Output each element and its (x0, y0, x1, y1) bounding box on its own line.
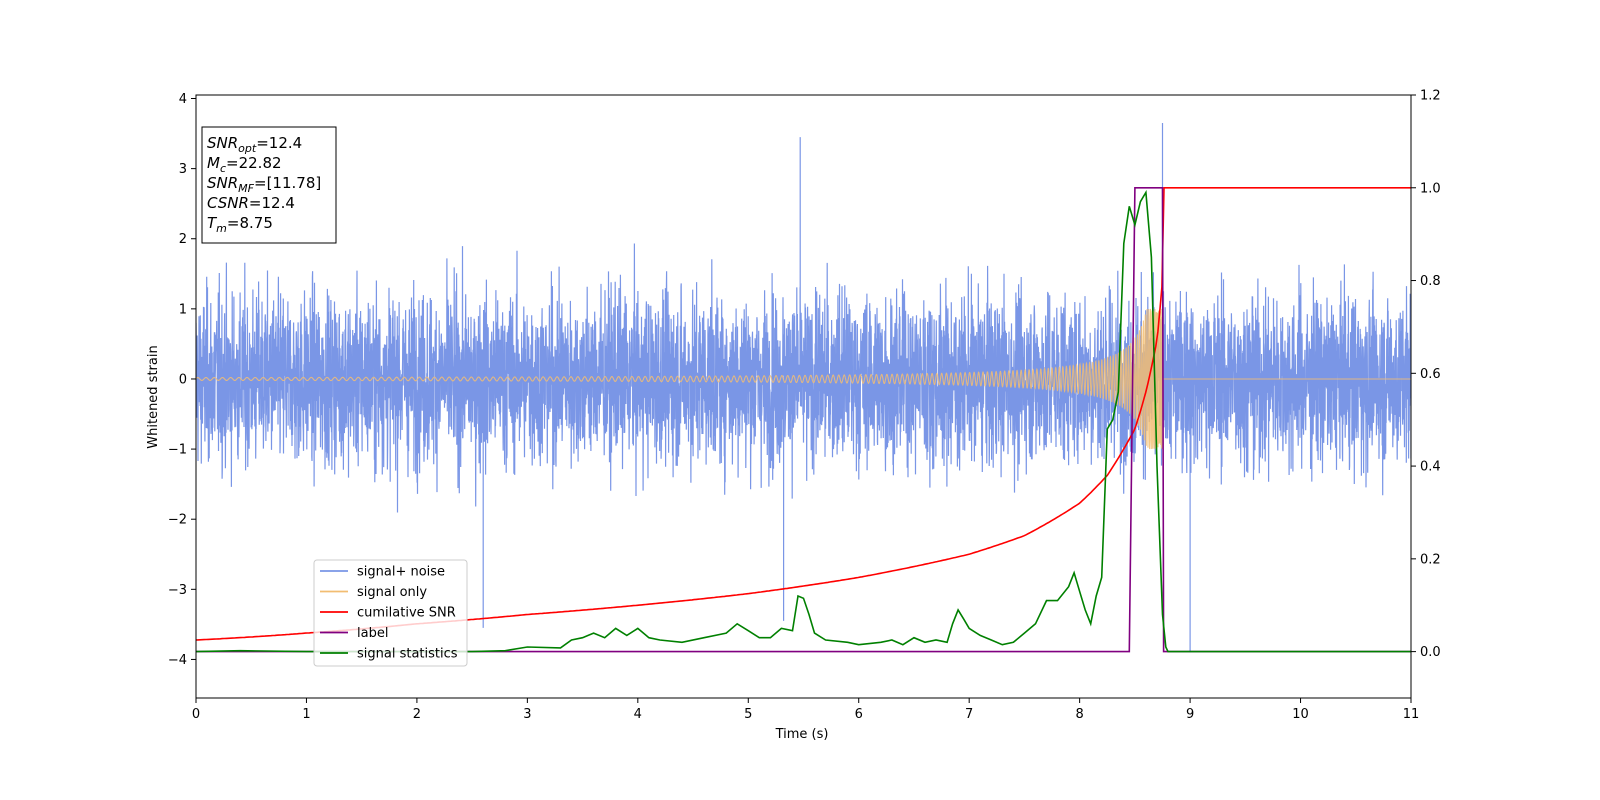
y-tick-label-right: 0.6 (1420, 367, 1441, 382)
legend-label: signal+ noise (357, 565, 445, 580)
legend: signal+ noise signal only cumilative SNR la… (313, 559, 468, 667)
info-box-line: Mc=22.82 (207, 154, 282, 175)
y-tick-label-right: 0.4 (1420, 460, 1441, 475)
y-tick-label-right: 0.0 (1420, 645, 1441, 660)
y-tick-label-right: 0.2 (1420, 552, 1441, 567)
info-box-frame (201, 126, 337, 244)
x-tick-label: 2 (413, 707, 421, 722)
x-tick-label: 10 (1292, 707, 1309, 722)
x-tick-label: 11 (1403, 707, 1420, 722)
y-tick-label-left: −3 (168, 583, 187, 598)
x-tick-label: 9 (1186, 707, 1194, 722)
y-tick-label-right: 1.0 (1420, 181, 1441, 196)
x-axis-label: Time (s) (775, 727, 829, 742)
x-tick-label: 8 (1075, 707, 1083, 722)
legend-box (313, 559, 468, 667)
y-tick-label-right: 1.2 (1420, 89, 1441, 104)
info-box-line: CSNR=12.4 (207, 194, 295, 212)
y-tick-label-left: 3 (179, 162, 187, 177)
info-box-line: Tm=8.75 (207, 214, 273, 235)
x-tick-label: 3 (523, 707, 531, 722)
info-box-line: SNRMF=[11.78] (207, 174, 321, 195)
y-tick-label-right: 0.8 (1420, 274, 1441, 289)
x-tick-label: 6 (855, 707, 863, 722)
x-tick-label: 0 (192, 707, 200, 722)
y-tick-label-left: 4 (179, 92, 187, 107)
y-tick-label-left: −1 (168, 443, 187, 458)
y-tick-label-left: 0 (179, 372, 187, 387)
legend-label: signal only (357, 585, 427, 600)
y-tick-label-left: 2 (179, 232, 187, 247)
series-signal-only-line (196, 308, 1411, 450)
legend-label: cumilative SNR (357, 606, 456, 621)
legend-label: label (357, 626, 388, 641)
info-box-line: SNRopt=12.4 (207, 134, 302, 155)
y-tick-label-left: 1 (179, 302, 187, 317)
y-tick-label-left: −4 (168, 653, 187, 668)
x-tick-label: 4 (634, 707, 642, 722)
legend-label: signal statistics (357, 647, 458, 662)
plot-frame (195, 94, 1412, 699)
info-box: SNRopt=12.4Mc=22.82SNRMF=[11.78]CSNR=12.… (201, 126, 337, 244)
series-signal-statistics-line (196, 189, 1411, 653)
y-axis-label-left: Whitened strain (146, 345, 161, 448)
x-tick-label: 5 (744, 707, 752, 722)
y-tick-label-left: −2 (168, 513, 187, 528)
x-tick-label: 1 (302, 707, 310, 722)
x-tick-label: 7 (965, 707, 973, 722)
